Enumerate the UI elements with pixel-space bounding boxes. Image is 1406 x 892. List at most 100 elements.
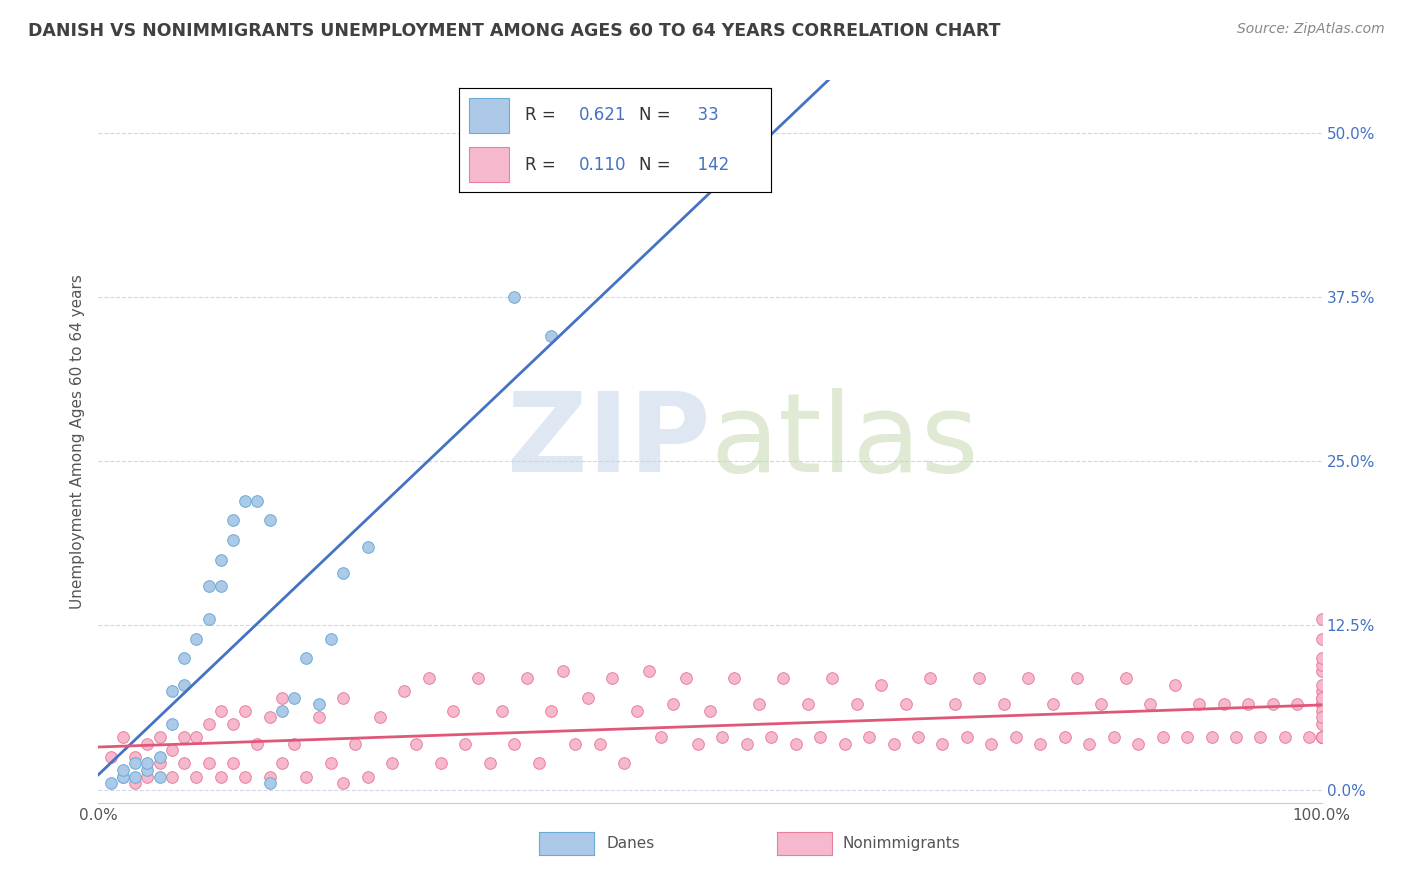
Point [222, 533, 245, 547]
Point [748, 698, 770, 712]
Point [1004, 730, 1026, 744]
Point [686, 737, 709, 751]
Point [295, 770, 318, 784]
Point [197, 756, 219, 771]
Point [418, 671, 440, 685]
Point [1310, 698, 1333, 712]
Point [124, 770, 146, 784]
Point [931, 737, 953, 751]
Point [1237, 698, 1260, 712]
Point [319, 632, 342, 646]
Point [381, 756, 404, 771]
Point [197, 717, 219, 731]
Text: ZIP: ZIP [506, 388, 710, 495]
Point [1029, 737, 1052, 751]
Point [515, 671, 537, 685]
Point [160, 684, 183, 698]
Point [1175, 730, 1198, 744]
Point [1310, 698, 1333, 712]
Point [270, 756, 294, 771]
Point [699, 704, 721, 718]
Point [907, 730, 929, 744]
Point [613, 756, 636, 771]
Point [943, 698, 966, 712]
Point [392, 684, 416, 698]
Point [553, 665, 575, 679]
Point [100, 749, 122, 764]
Point [1053, 730, 1076, 744]
Point [1078, 737, 1101, 751]
Point [503, 737, 526, 751]
Point [785, 737, 807, 751]
Point [1017, 671, 1039, 685]
Point [1139, 698, 1161, 712]
Point [233, 770, 256, 784]
Point [870, 677, 893, 691]
Point [173, 651, 195, 665]
Point [1102, 730, 1125, 744]
Point [160, 743, 183, 757]
Point [454, 737, 477, 751]
Point [259, 770, 281, 784]
Point [1310, 730, 1333, 744]
Text: Danes: Danes [606, 836, 654, 851]
Point [1310, 632, 1333, 646]
Point [209, 553, 232, 567]
Point [1310, 657, 1333, 672]
Point [283, 690, 305, 705]
Point [735, 737, 758, 751]
Point [723, 671, 745, 685]
Point [136, 756, 159, 771]
Point [564, 737, 586, 751]
Point [967, 671, 990, 685]
Point [894, 698, 917, 712]
Point [1310, 730, 1333, 744]
Point [149, 756, 172, 771]
Point [173, 756, 195, 771]
Point [503, 290, 526, 304]
Point [209, 770, 232, 784]
Point [772, 671, 794, 685]
Point [149, 749, 172, 764]
Point [209, 579, 232, 593]
Point [319, 756, 342, 771]
Point [246, 737, 269, 751]
Point [222, 513, 245, 527]
Point [186, 730, 208, 744]
Point [761, 730, 783, 744]
Point [920, 671, 942, 685]
Point [1310, 698, 1333, 712]
Point [1310, 612, 1333, 626]
Point [332, 566, 354, 580]
Point [270, 690, 294, 705]
Point [1310, 665, 1333, 679]
Point [1310, 730, 1333, 744]
Point [356, 540, 378, 554]
Point [650, 730, 672, 744]
Point [956, 730, 979, 744]
Point [1212, 698, 1234, 712]
Point [797, 698, 820, 712]
Point [589, 737, 612, 751]
Point [186, 632, 208, 646]
Point [1310, 730, 1333, 744]
Point [1225, 730, 1247, 744]
Point [295, 651, 318, 665]
Point [1310, 730, 1333, 744]
Point [430, 756, 453, 771]
Point [1128, 737, 1150, 751]
Point [100, 776, 122, 790]
Point [1310, 730, 1333, 744]
Point [111, 770, 134, 784]
Point [111, 770, 134, 784]
Point [283, 737, 305, 751]
Point [845, 698, 868, 712]
Text: atlas: atlas [710, 388, 979, 495]
Point [540, 704, 562, 718]
Point [259, 710, 281, 724]
Point [332, 776, 354, 790]
Point [1310, 651, 1333, 665]
Point [209, 704, 232, 718]
Y-axis label: Unemployment Among Ages 60 to 64 years: Unemployment Among Ages 60 to 64 years [69, 274, 84, 609]
Point [1310, 730, 1333, 744]
